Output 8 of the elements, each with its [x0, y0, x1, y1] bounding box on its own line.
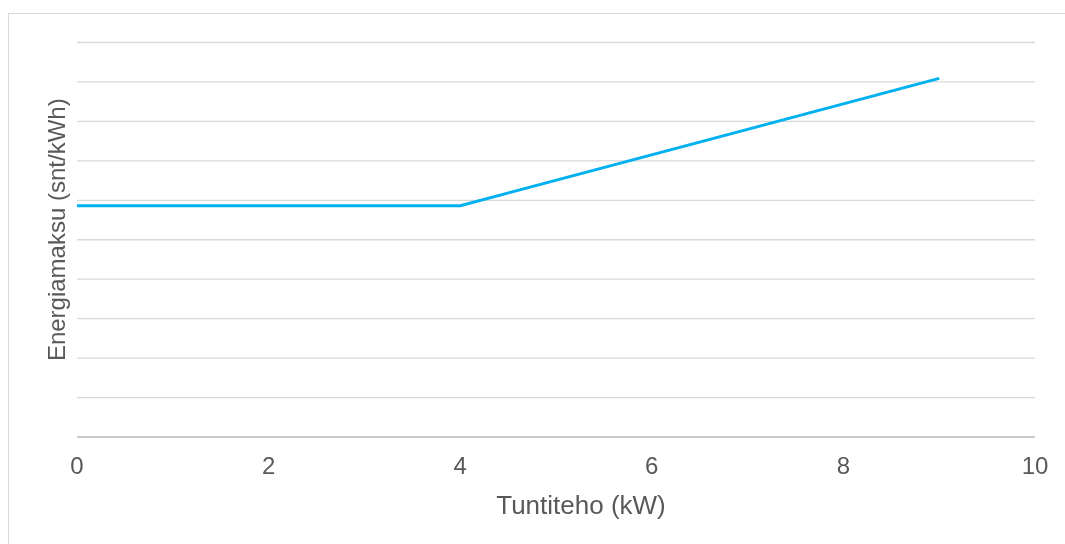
- x-tick-label: 4: [453, 451, 467, 479]
- x-tick-label: 6: [645, 451, 659, 479]
- y-axis-title: Energiamaksu (snt/kWh): [43, 98, 71, 362]
- x-axis-title: Tuntiteho (kW): [496, 490, 666, 520]
- x-tick-label: 2: [261, 451, 276, 479]
- x-tick-label: 0: [70, 451, 84, 479]
- x-tick-label: 8: [836, 451, 851, 479]
- x-tick-label: 10: [1021, 451, 1049, 479]
